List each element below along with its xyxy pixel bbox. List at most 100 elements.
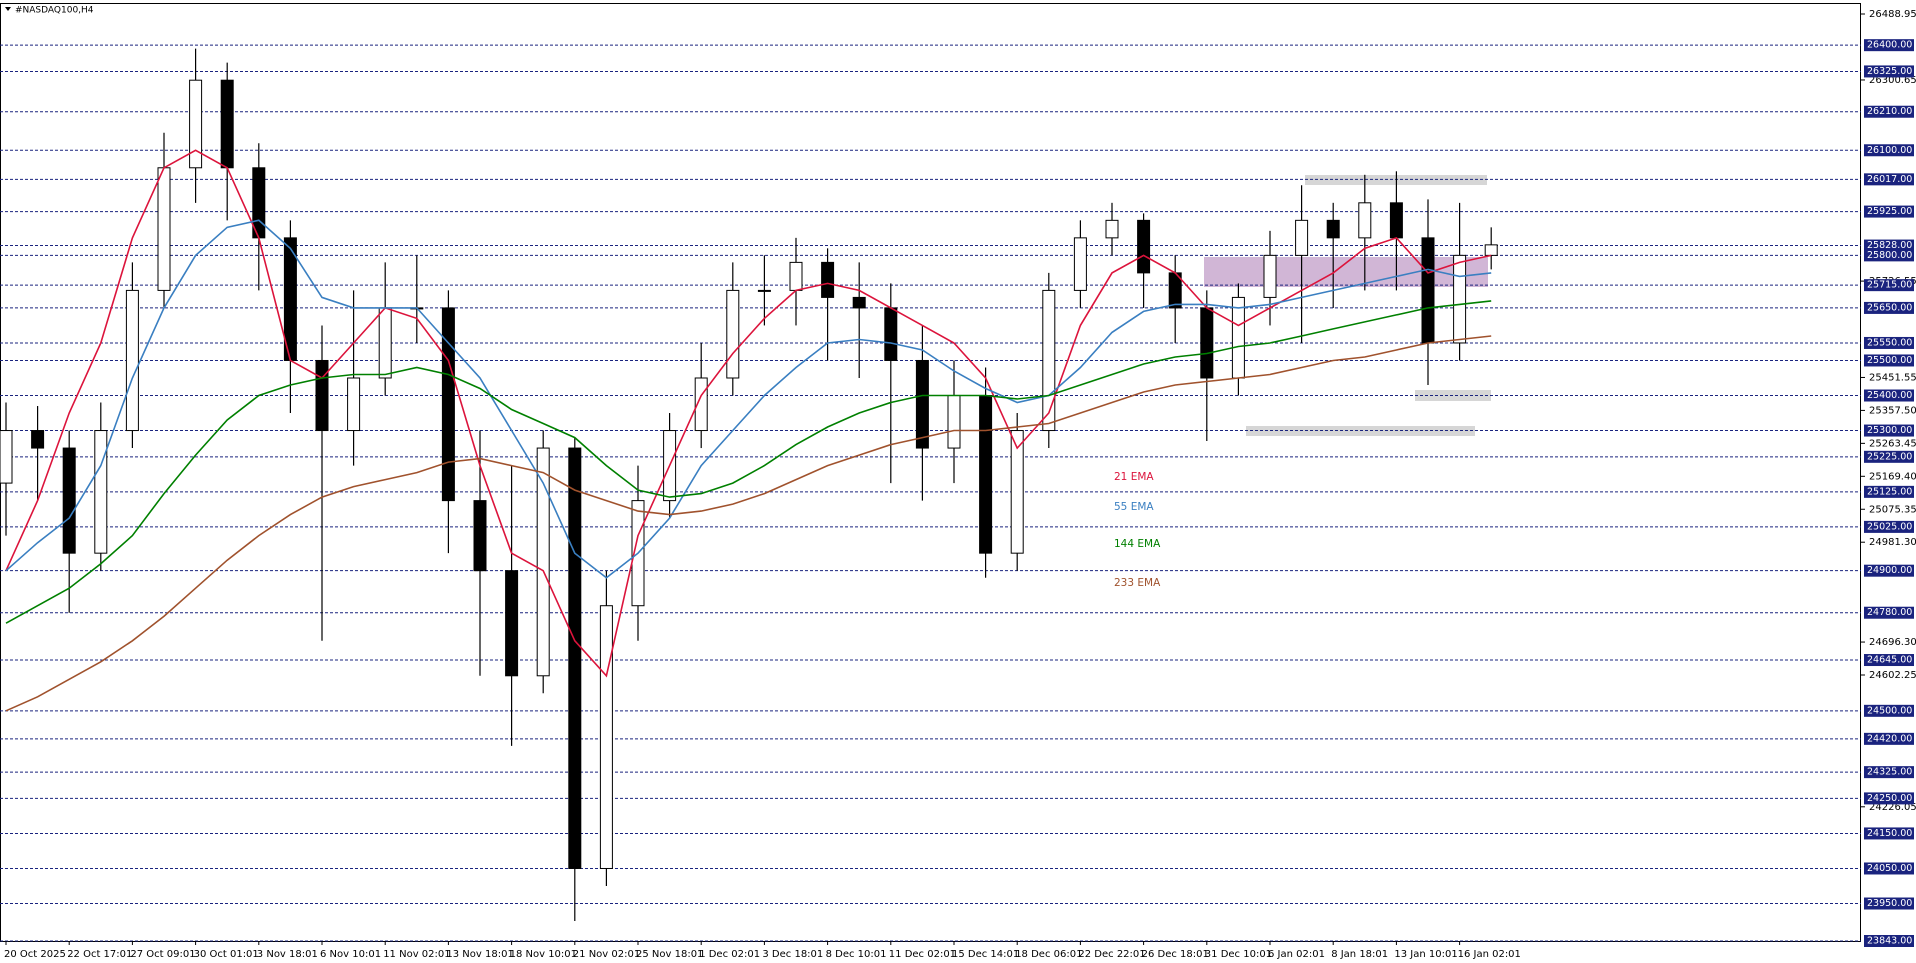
y-tick-label: 24226.05 [1869,802,1916,813]
level-label-box [1864,766,1914,779]
level-label-box [1864,935,1914,947]
level-label: 24900.00 [1867,565,1912,576]
candle-body [505,570,519,677]
level-label: 24645.00 [1867,655,1912,666]
level-label: 25500.00 [1867,355,1912,366]
candle-body [1231,296,1245,379]
level-label-box [1864,205,1914,218]
x-tick-label: 31 Dec 10:01 [1205,949,1272,960]
level-label-box [1864,354,1914,367]
x-tick-label: 8 Dec 10:01 [826,949,887,960]
level-label-box [1864,424,1914,437]
level-label-box [1864,239,1914,252]
level-label: 24250.00 [1867,793,1912,804]
level-label: 26017.00 [1867,174,1912,185]
candle-body [915,359,929,449]
level-label: 25125.00 [1867,486,1912,497]
candle-body [441,307,455,502]
candle-body [1389,202,1403,239]
x-tick-label: 3 Nov 18:01 [257,949,318,960]
x-tick-label: 16 Jan 02:01 [1458,949,1521,960]
level-label-box [1864,301,1914,314]
y-tick-label: 25075.35 [1869,504,1916,515]
level-label: 26210.00 [1867,106,1912,117]
candle-body [1105,219,1119,239]
level-label-box [1864,792,1914,805]
ema-label: 21 EMA [1114,471,1154,483]
candle-body [1326,219,1340,239]
level-label-box [1864,144,1914,157]
candle-body [757,289,771,292]
candle-body [789,261,803,291]
candle-body [1137,219,1151,274]
y-tick-label: 26300.65 [1869,75,1916,86]
candle-body [884,307,898,361]
level-label-box [1864,485,1914,498]
candle-body [1042,289,1056,432]
level-label: 24780.00 [1867,607,1912,618]
level-label: 24325.00 [1867,767,1912,778]
level-label: 25025.00 [1867,521,1912,532]
x-tick-label: 21 Nov 02:01 [573,949,640,960]
level-label-box [1864,897,1914,910]
candle-body [31,430,45,449]
level-label: 25300.00 [1867,425,1912,436]
candle-body [1358,202,1372,239]
candle-body [473,500,487,572]
ema-label: 55 EMA [1114,501,1154,513]
candle-body [1484,244,1498,256]
level-label-box [1864,105,1914,118]
level-label: 24150.00 [1867,828,1912,839]
y-tick-label: 25263.45 [1869,438,1916,449]
level-label: 24500.00 [1867,705,1912,716]
x-tick-label: 15 Dec 14:01 [952,949,1019,960]
level-label-box [1864,336,1914,349]
candle-body [1295,219,1309,256]
ema-label: 144 EMA [1114,538,1161,550]
x-tick-label: 18 Nov 10:01 [510,949,577,960]
candle-body [0,430,13,484]
level-label-box [1864,564,1914,577]
zone-box [1204,257,1488,287]
x-tick-label: 27 Oct 09:01 [130,949,195,960]
candle-body [94,430,108,554]
candle-body [1010,430,1024,554]
level-label: 23950.00 [1867,898,1912,909]
candle-body [1073,237,1087,291]
level-label-box [1864,249,1914,262]
candle-body [189,79,203,169]
x-tick-label: 8 Jan 18:01 [1331,949,1388,960]
menu-triangle[interactable] [5,7,11,11]
x-tick-label: 18 Dec 06:01 [1015,949,1082,960]
candle-body [1200,307,1214,379]
level-label: 23843.00 [1867,936,1912,947]
ema-line [5,149,1492,678]
x-tick-label: 11 Nov 02:01 [383,949,450,960]
candle-body [157,167,171,291]
x-tick-label: 6 Jan 02:01 [1268,949,1325,960]
level-label-box [1864,173,1914,186]
x-tick-label: 20 Oct 2025 [4,949,66,960]
candle-body [62,447,76,554]
candle-body [125,289,139,432]
x-tick-label: 11 Dec 02:01 [889,949,956,960]
x-tick-label: 30 Oct 01:01 [194,949,259,960]
candle-body [726,289,740,379]
x-tick-label: 13 Nov 18:01 [446,949,513,960]
level-label-box [1864,520,1914,533]
candle-body [536,447,550,677]
x-tick-label: 25 Nov 18:01 [636,949,703,960]
x-tick-label: 26 Dec 18:01 [1142,949,1209,960]
level-label-box [1864,606,1914,619]
x-tick-label: 1 Dec 02:01 [699,949,760,960]
candle-body [315,359,329,432]
ema-line [5,300,1492,624]
x-tick-label: 22 Oct 17:01 [67,949,132,960]
y-tick-label: 26488.95 [1869,9,1916,20]
y-tick-label: 25169.40 [1869,471,1916,482]
level-label: 25715.00 [1867,280,1912,291]
level-label-box [1864,654,1914,667]
